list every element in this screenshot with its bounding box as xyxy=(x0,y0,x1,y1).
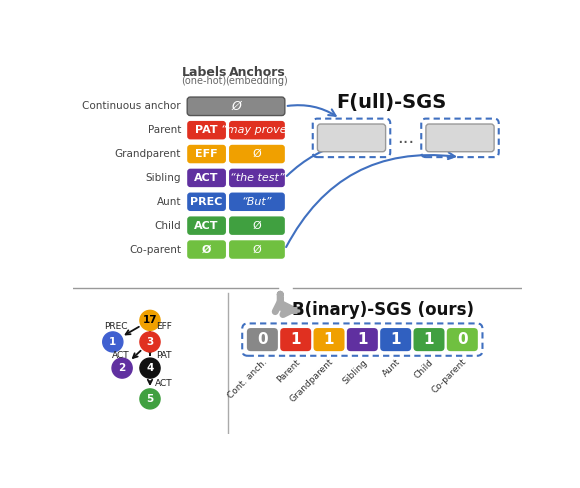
Text: PAT: PAT xyxy=(195,125,218,135)
Text: EFF: EFF xyxy=(156,322,172,331)
FancyBboxPatch shape xyxy=(229,145,285,163)
Text: Sibling: Sibling xyxy=(146,173,181,183)
Circle shape xyxy=(140,332,160,352)
Text: Continuous anchor: Continuous anchor xyxy=(82,102,181,111)
Circle shape xyxy=(140,310,160,330)
Text: “But”: “But” xyxy=(242,197,272,207)
FancyBboxPatch shape xyxy=(229,169,285,187)
Text: (one-hot): (one-hot) xyxy=(182,76,227,85)
Text: Parent: Parent xyxy=(148,125,181,135)
Text: Sibling: Sibling xyxy=(340,357,369,386)
Text: F(ull)-SGS: F(ull)-SGS xyxy=(336,94,446,112)
Text: 0: 0 xyxy=(457,332,467,347)
FancyBboxPatch shape xyxy=(187,240,226,259)
Text: Ø: Ø xyxy=(252,221,262,231)
FancyBboxPatch shape xyxy=(187,216,226,235)
Text: Parent: Parent xyxy=(275,357,302,384)
FancyBboxPatch shape xyxy=(187,193,226,211)
FancyBboxPatch shape xyxy=(187,145,226,163)
Text: Aunt: Aunt xyxy=(380,357,402,379)
Text: Child: Child xyxy=(413,357,436,380)
FancyBboxPatch shape xyxy=(242,324,483,356)
Circle shape xyxy=(112,358,132,378)
FancyBboxPatch shape xyxy=(414,328,444,351)
Text: Cont. anch.: Cont. anch. xyxy=(226,357,269,400)
Text: Grandparent: Grandparent xyxy=(115,149,181,159)
FancyBboxPatch shape xyxy=(347,328,378,351)
Text: Child: Child xyxy=(154,221,181,231)
Circle shape xyxy=(140,389,160,409)
FancyBboxPatch shape xyxy=(421,119,499,157)
FancyBboxPatch shape xyxy=(229,216,285,235)
Text: PREC: PREC xyxy=(104,322,128,331)
FancyBboxPatch shape xyxy=(314,328,345,351)
Text: “the test”: “the test” xyxy=(230,173,284,183)
FancyBboxPatch shape xyxy=(280,328,311,351)
Text: 2: 2 xyxy=(118,363,126,373)
Text: Ø: Ø xyxy=(252,149,262,159)
FancyBboxPatch shape xyxy=(447,328,478,351)
Text: 17: 17 xyxy=(143,315,157,325)
Text: EFF: EFF xyxy=(195,149,218,159)
Text: 1: 1 xyxy=(109,337,117,347)
FancyBboxPatch shape xyxy=(229,240,285,259)
Text: “may prove”: “may prove” xyxy=(221,125,293,135)
Circle shape xyxy=(140,358,160,378)
Text: ACT: ACT xyxy=(194,173,219,183)
Text: 0: 0 xyxy=(257,332,268,347)
Text: 1: 1 xyxy=(424,332,434,347)
Circle shape xyxy=(103,332,123,352)
FancyBboxPatch shape xyxy=(187,121,226,140)
FancyBboxPatch shape xyxy=(187,169,226,187)
Text: Co-parent: Co-parent xyxy=(129,244,181,255)
Text: Aunt: Aunt xyxy=(157,197,181,207)
Text: ACT: ACT xyxy=(112,350,129,360)
Text: PAT: PAT xyxy=(156,350,172,360)
Text: 1: 1 xyxy=(324,332,334,347)
Text: 1: 1 xyxy=(291,332,301,347)
Text: Anchors: Anchors xyxy=(229,66,285,79)
FancyBboxPatch shape xyxy=(247,328,278,351)
Text: 5: 5 xyxy=(146,394,154,404)
Text: PREC: PREC xyxy=(190,197,223,207)
Text: Ø: Ø xyxy=(202,244,211,255)
Text: Labels: Labels xyxy=(182,66,227,79)
FancyBboxPatch shape xyxy=(229,121,285,140)
Text: 4: 4 xyxy=(146,363,154,373)
FancyBboxPatch shape xyxy=(317,124,386,152)
Text: 1: 1 xyxy=(390,332,401,347)
Text: 1: 1 xyxy=(357,332,368,347)
Text: ACT: ACT xyxy=(155,379,173,388)
Text: 3: 3 xyxy=(146,337,154,347)
FancyBboxPatch shape xyxy=(380,328,411,351)
Text: B(inary)-SGS (ours): B(inary)-SGS (ours) xyxy=(292,301,473,319)
Text: (embedding): (embedding) xyxy=(226,76,288,85)
Text: ...: ... xyxy=(397,129,414,147)
Text: Ø: Ø xyxy=(252,244,262,255)
Text: Co-parent: Co-parent xyxy=(430,357,469,395)
Text: Grandparent: Grandparent xyxy=(288,357,335,405)
Text: ACT: ACT xyxy=(194,221,219,231)
FancyBboxPatch shape xyxy=(426,124,494,152)
FancyBboxPatch shape xyxy=(229,193,285,211)
Text: Ø: Ø xyxy=(231,100,241,113)
FancyBboxPatch shape xyxy=(187,97,285,116)
FancyBboxPatch shape xyxy=(313,119,390,157)
